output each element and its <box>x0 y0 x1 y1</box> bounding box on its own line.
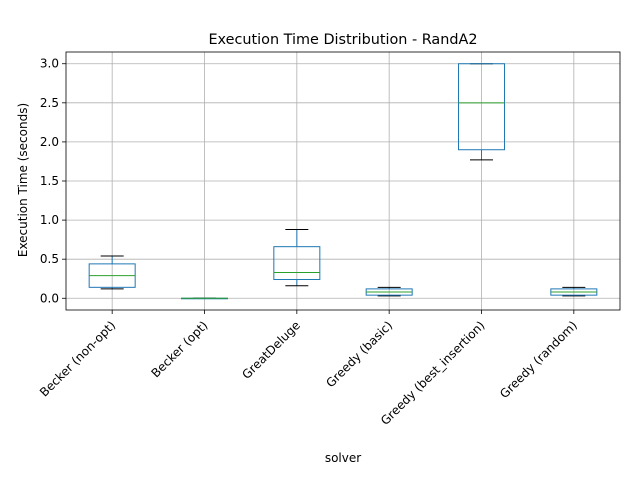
box-2 <box>181 297 228 300</box>
box-6 <box>550 286 598 297</box>
y-tick-label: 0.0 <box>40 291 59 305</box>
y-tick-label: 3.0 <box>40 57 59 71</box>
box-3 <box>273 228 321 287</box>
y-tick-label: 2.5 <box>40 96 59 110</box>
box-4 <box>365 286 413 297</box>
y-tick-label: 1.5 <box>40 174 59 188</box>
box-plots <box>88 63 598 300</box>
plot-frame <box>65 51 621 311</box>
x-axis-label: solver <box>325 451 361 465</box>
box-1 <box>88 255 136 290</box>
chart-title: Execution Time Distribution - RandA2 <box>208 32 477 48</box>
y-tick-label: 1.0 <box>40 213 59 227</box>
grid <box>66 52 620 310</box>
box-body <box>458 63 505 151</box>
y-tick-label: 0.5 <box>40 252 59 266</box>
box-body <box>273 246 321 281</box>
y-axis-label: Execution Time (seconds) <box>16 103 30 257</box>
box-5 <box>458 63 505 161</box>
y-tick-label: 2.0 <box>40 135 59 149</box>
